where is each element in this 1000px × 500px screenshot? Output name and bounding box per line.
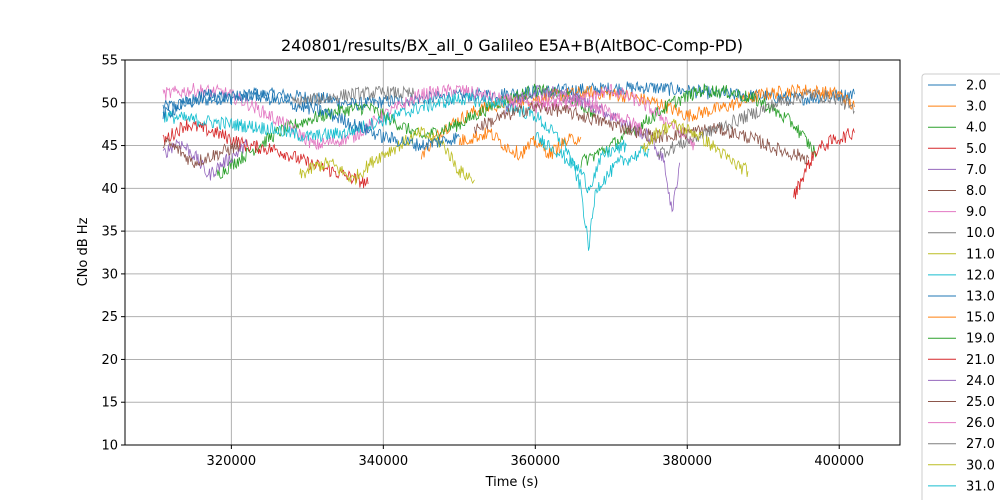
series-line-30.0 [641,118,749,178]
series-line-8.0 [162,137,240,169]
series-line-21.0 [793,127,855,200]
legend-label: 3.0 [966,100,987,115]
legend: 2.0 3.0 4.0 5.0 7.0 8.0 9.0 10.0 11.0 12.0 13.0 15.… [921,73,1000,500]
x-tick-label: 400000 [814,454,864,469]
chart-title: 240801/results/BX_all_0 Galileo E5A+B(Al… [281,36,743,56]
legend-label: 27.0 [966,437,995,452]
y-tick-label: 15 [101,396,118,411]
series-line-7.0 [162,138,247,181]
legend-label: 11.0 [966,247,995,262]
y-tick-label: 30 [101,267,118,282]
plot-area [162,81,855,251]
legend-box [921,73,1000,500]
series-line-10.0 [291,85,415,109]
x-axis-label: Time (s) [485,475,539,490]
y-axis-label: CNo dB Hz [76,217,91,286]
y-tick-label: 40 [101,182,118,197]
series-line-9.0 [162,83,696,151]
series-line-31.0 [534,131,627,194]
legend-label: 30.0 [966,458,995,473]
y-tick-label: 10 [101,439,118,454]
legend-label: 12.0 [966,268,995,283]
legend-label: 25.0 [966,395,995,410]
legend-label: 31.0 [966,479,995,494]
legend-label: 21.0 [966,353,995,368]
legend-label: 19.0 [966,332,995,347]
legend-label: 7.0 [966,163,987,178]
legend-label: 2.0 [966,79,987,94]
series-line-3.0 [420,84,855,160]
legend-label: 4.0 [966,121,987,136]
legend-label: 8.0 [966,184,987,199]
series-line-13.0 [162,86,460,152]
legend-label: 10.0 [966,226,995,241]
x-tick-label: 320000 [207,454,257,469]
x-tick-label: 340000 [359,454,409,469]
legend-label: 13.0 [966,290,995,305]
y-tick-label: 20 [101,353,118,368]
legend-label: 9.0 [966,205,987,220]
legend-label: 24.0 [966,374,995,389]
legend-label: 15.0 [966,311,995,326]
y-tick-label: 35 [101,225,118,240]
y-tick-label: 25 [101,310,118,325]
series-line-27.0 [656,88,855,159]
y-tick-label: 45 [101,139,118,154]
x-tick-label: 360000 [510,454,560,469]
axis-ticks: 320000 340000 360000 380000 400000 10 15 20 25 30… [101,54,864,470]
series-line-12.0 [162,92,650,251]
series-line-26.0 [534,92,643,135]
legend-label: 26.0 [966,416,995,431]
y-tick-label: 55 [101,54,118,69]
legend-label: 5.0 [966,142,987,157]
plot-frame [124,59,901,446]
x-tick-label: 380000 [662,454,712,469]
series-line-5.0 [162,119,369,189]
series-line-11.0 [299,126,475,186]
y-tick-label: 50 [101,96,118,111]
